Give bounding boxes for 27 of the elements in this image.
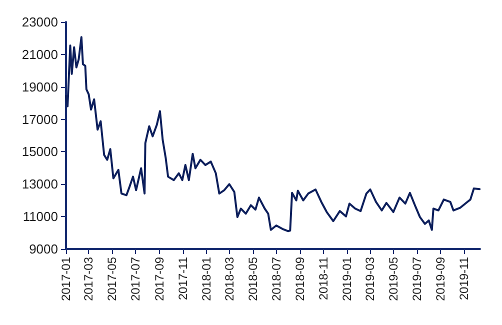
x-tick-label: 2019-05 (386, 256, 400, 302)
x-tick-label: 2017-03 (82, 256, 96, 302)
y-tick-label: 17000 (22, 112, 58, 127)
x-tick-label: 2017-07 (128, 256, 143, 302)
y-tick-label: 21000 (22, 46, 58, 62)
x-tick-label: 2017-01 (59, 256, 73, 302)
y-tick-label: 9000 (29, 242, 58, 256)
x-tick-label: 2018-09 (293, 256, 308, 302)
line-series (65, 36, 481, 232)
y-tick-label: 19000 (22, 79, 58, 94)
y-tick-label: 11000 (22, 209, 58, 224)
x-tick-label: 2019-07 (410, 256, 424, 302)
x-tick-label: 2017-11 (176, 256, 190, 300)
x-tick-label: 2019-01 (340, 256, 354, 302)
x-tick-label: 2017-05 (105, 256, 120, 302)
x-tick-label: 2017-09 (152, 256, 167, 302)
y-tick-label: 13000 (22, 176, 58, 192)
x-tick-label: 2019-03 (362, 256, 377, 302)
x-tick-label: 2018-07 (269, 256, 284, 302)
x-tick-label: 2019-09 (434, 256, 448, 302)
x-tick-label: 2019-11 (457, 256, 472, 300)
x-tick-label: 2018-05 (246, 256, 260, 302)
x-tick-label: 2018-01 (200, 256, 214, 302)
y-tick-label: 15000 (22, 144, 58, 160)
x-tick-label: 2018-11 (316, 256, 331, 300)
y-tick-label: 23000 (22, 14, 58, 30)
x-tick-label: 2018-03 (222, 256, 236, 302)
